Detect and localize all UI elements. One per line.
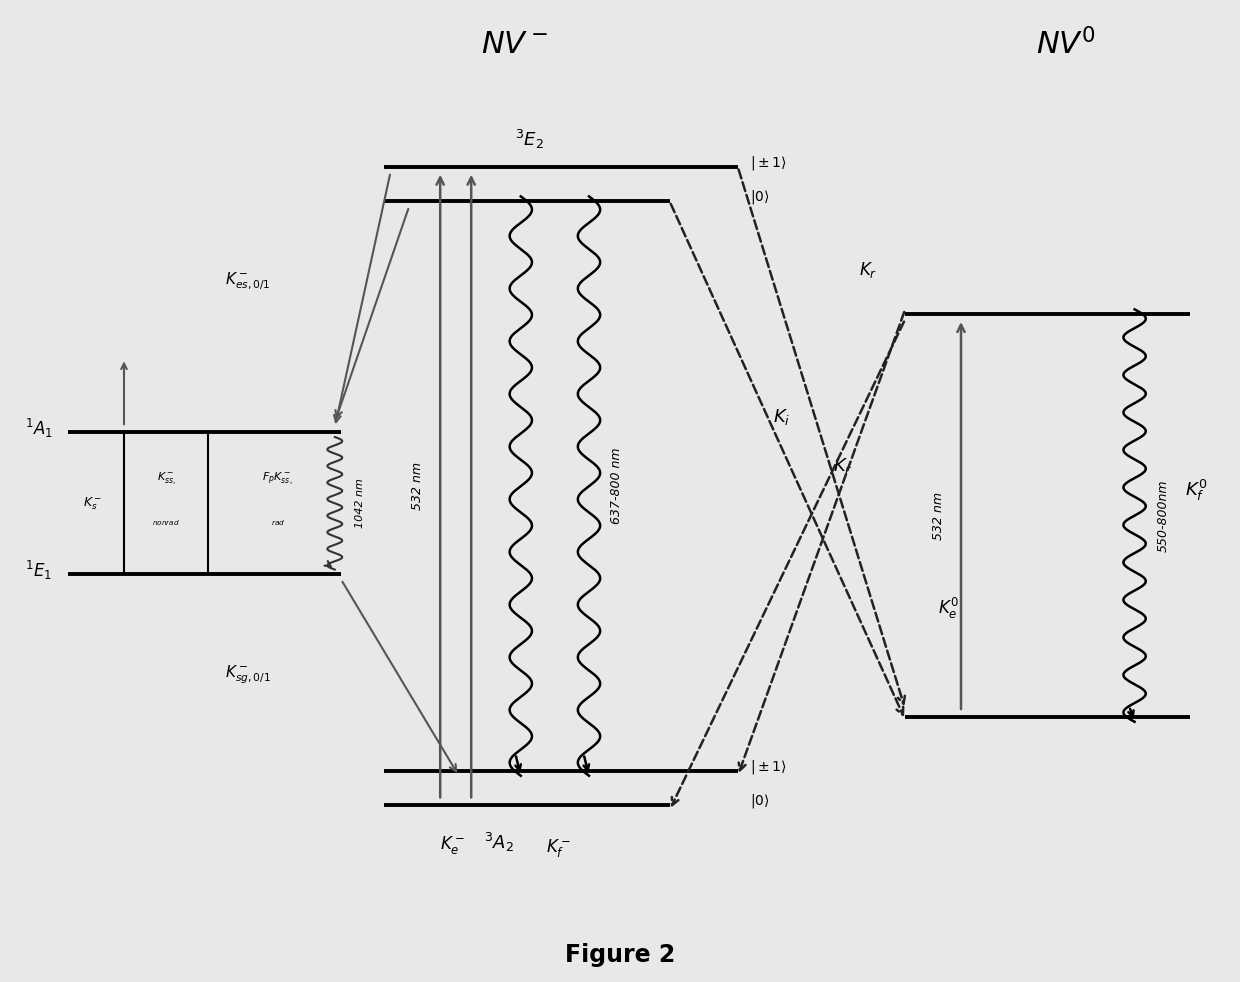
Text: $K_{es,0/1}^-$: $K_{es,0/1}^-$ xyxy=(226,271,270,293)
Text: $K_i$: $K_i$ xyxy=(773,408,790,427)
Text: 637-800 nm: 637-800 nm xyxy=(610,448,622,524)
Text: $^1A_1$: $^1A_1$ xyxy=(25,416,52,440)
Text: $|0\rangle$: $|0\rangle$ xyxy=(750,189,770,206)
Text: $K_s^-$: $K_s^-$ xyxy=(83,495,103,512)
Text: $NV^0$: $NV^0$ xyxy=(1037,27,1096,61)
Text: $|\pm 1\rangle$: $|\pm 1\rangle$ xyxy=(750,758,787,776)
Text: $K_e^-$: $K_e^-$ xyxy=(440,835,465,856)
Text: $F_p K_{ss,}^-$: $F_p K_{ss,}^-$ xyxy=(263,470,293,487)
Text: 532 nm: 532 nm xyxy=(932,492,945,539)
Text: $K_e^0$: $K_e^0$ xyxy=(939,596,959,621)
Text: $|0\rangle$: $|0\rangle$ xyxy=(750,792,770,810)
Text: $_{nonrad}$: $_{nonrad}$ xyxy=(153,518,180,528)
Text: $K_r$: $K_r$ xyxy=(833,457,853,476)
Text: $K_{ss,}^-$: $K_{ss,}^-$ xyxy=(156,470,176,487)
Text: 550-800nm: 550-800nm xyxy=(1157,479,1169,552)
Text: $^1E_1$: $^1E_1$ xyxy=(25,559,52,582)
Text: $^3A_2$: $^3A_2$ xyxy=(484,831,513,854)
Text: $^3E_2$: $^3E_2$ xyxy=(515,128,543,151)
Text: $|\pm 1\rangle$: $|\pm 1\rangle$ xyxy=(750,154,787,172)
Text: $K_f^-$: $K_f^-$ xyxy=(546,838,570,859)
Text: $NV^-$: $NV^-$ xyxy=(481,29,548,59)
Text: $K_r$: $K_r$ xyxy=(859,260,877,280)
Text: 532 nm: 532 nm xyxy=(412,463,424,510)
Text: Figure 2: Figure 2 xyxy=(565,943,675,966)
Text: $_{rad}$: $_{rad}$ xyxy=(270,518,285,528)
Text: $K_f^0$: $K_f^0$ xyxy=(1185,478,1208,503)
Text: 1042 nm: 1042 nm xyxy=(355,478,365,528)
Text: $K_{sg,0/1}^-$: $K_{sg,0/1}^-$ xyxy=(224,664,272,686)
